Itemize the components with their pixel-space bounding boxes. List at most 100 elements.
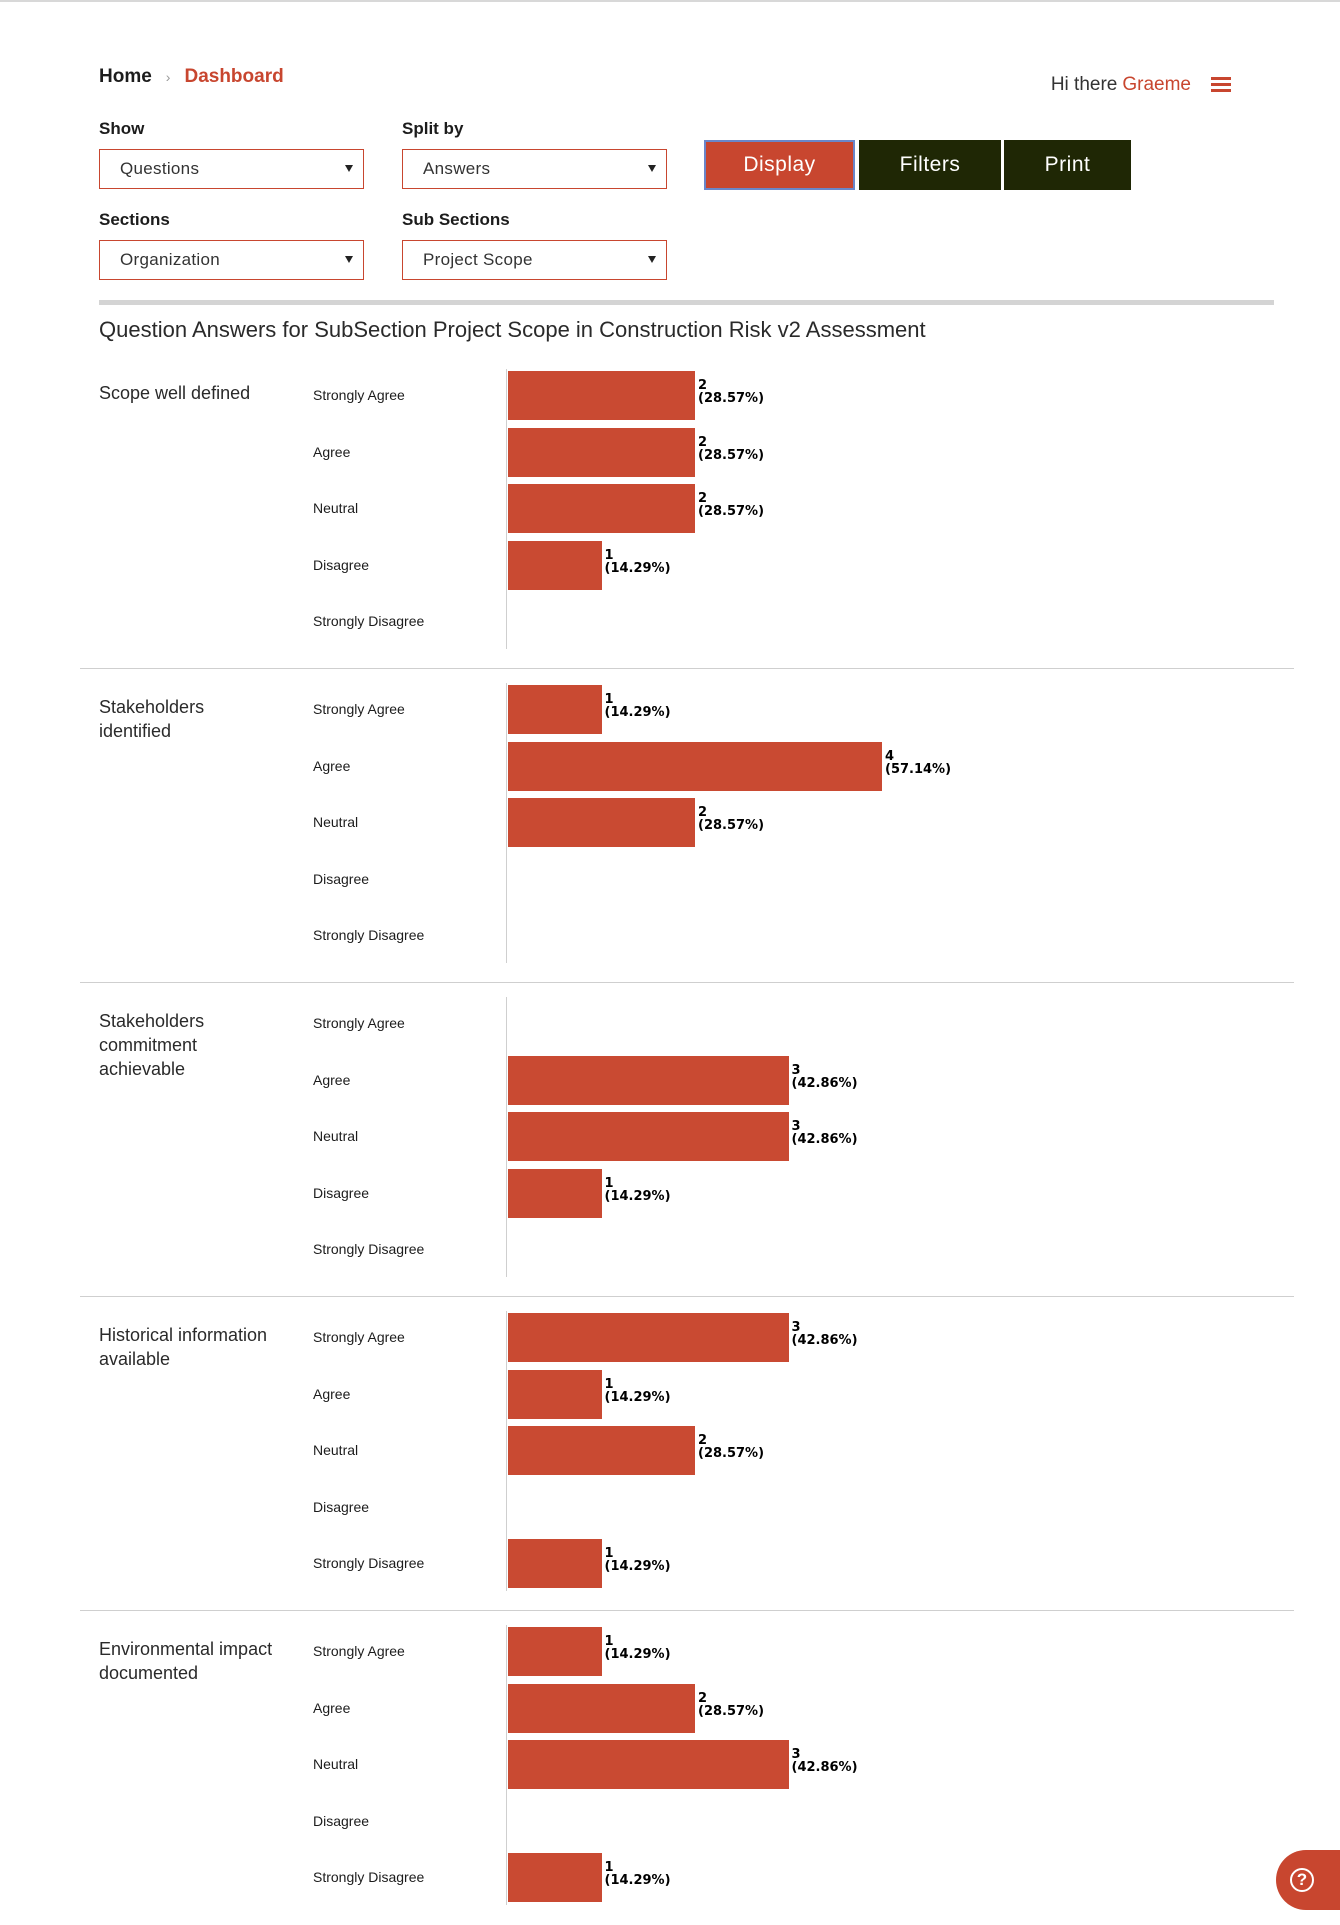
greeting-text: Hi there — [1050, 74, 1118, 95]
print-button[interactable]: Print — [1004, 140, 1131, 190]
bar-value-label: 3 (42.86%) — [792, 1748, 858, 1774]
answer-label: Agree — [313, 1071, 351, 1088]
question-mark-icon: ? — [1290, 1868, 1314, 1892]
show-select[interactable]: Questions — [99, 149, 364, 189]
bar-value-label: 1 (14.29%) — [605, 693, 671, 719]
bar-count: 1 — [604, 1634, 614, 1649]
question-chart: Stakeholders commitment achievable Strong… — [0, 983, 1340, 1297]
bar-percent: (42.86%) — [791, 1760, 858, 1775]
breadcrumb: Home › Dashboard — [99, 66, 284, 88]
answer-label: Neutral — [313, 814, 359, 830]
answer-bar — [508, 1313, 789, 1362]
show-select-value: Questions — [120, 159, 200, 178]
caret-down-icon — [648, 256, 656, 263]
bar-percent: (42.86%) — [791, 1333, 858, 1348]
answer-label: Strongly Disagree — [313, 1869, 425, 1885]
bar-percent: (57.14%) — [885, 761, 952, 777]
chart-axis — [506, 369, 507, 649]
bar-percent: (28.57%) — [698, 391, 765, 406]
answer-bar — [508, 1627, 602, 1676]
bar-count: 2 — [698, 1433, 708, 1448]
answer-label: Strongly Disagree — [313, 927, 425, 943]
bar-value-label: 3 (42.86%) — [792, 1120, 858, 1146]
answer-label: Strongly Agree — [313, 1329, 405, 1345]
bar-value-label: 1 (14.29%) — [605, 1547, 671, 1573]
answer-label: Strongly Agree — [313, 1015, 405, 1031]
bar-value-label: 2 (28.57%) — [698, 1434, 764, 1460]
sections-select[interactable]: Organization — [99, 240, 364, 280]
bar-count: 3 — [791, 1062, 801, 1078]
answer-bar — [508, 1426, 695, 1475]
report-title: Question Answers for SubSection Project … — [99, 317, 926, 342]
bar-count: 1 — [604, 1546, 614, 1561]
question-title: Scope well defined — [99, 383, 251, 403]
answer-label: Agree — [313, 443, 351, 460]
bar-value-label: 4 (57.14%) — [885, 750, 951, 776]
bar-count: 1 — [604, 547, 614, 563]
question-divider — [80, 1610, 1294, 1611]
hamburger-menu-icon[interactable] — [1211, 77, 1231, 93]
sections-label: Sections — [99, 210, 170, 229]
bar-value-label: 3 (42.86%) — [792, 1321, 858, 1347]
bar-value-label: 3 (42.86%) — [792, 1064, 858, 1090]
bar-percent: (14.29%) — [604, 1559, 671, 1574]
breadcrumb-dashboard-link[interactable]: Dashboard — [184, 66, 284, 87]
bar-value-label: 2 (28.57%) — [698, 379, 764, 405]
answer-bar — [508, 741, 882, 791]
chart-axis — [506, 1311, 507, 1591]
bar-percent: (14.29%) — [604, 560, 671, 576]
answer-label: Strongly Agree — [313, 1643, 405, 1659]
answer-bar — [508, 1168, 602, 1218]
top-border — [0, 0, 1340, 2]
answer-bar — [508, 540, 602, 590]
bar-value-label: 1 (14.29%) — [605, 1635, 671, 1661]
split-by-select[interactable]: Answers — [402, 149, 667, 189]
answer-bar — [508, 427, 695, 477]
bar-count: 1 — [604, 1175, 614, 1191]
bar-percent: (42.86%) — [791, 1075, 858, 1091]
answer-label: Strongly Disagree — [313, 1241, 425, 1257]
answer-bar — [508, 1055, 789, 1105]
question-divider — [80, 1296, 1294, 1297]
question-chart: Stakeholders identified Strongly Agree 1 (1… — [0, 669, 1340, 983]
answer-label: Disagree — [313, 870, 370, 887]
answer-bar — [508, 1683, 695, 1733]
split-by-label: Split by — [402, 119, 464, 138]
answer-label: Agree — [313, 757, 351, 774]
answer-label: Neutral — [313, 1128, 359, 1144]
bar-percent: (28.57%) — [698, 447, 765, 463]
answer-bar — [508, 685, 602, 734]
bar-value-label: 1 (14.29%) — [605, 1861, 671, 1887]
sections-select-value: Organization — [120, 250, 220, 269]
question-divider — [80, 668, 1294, 669]
answer-label: Agree — [313, 1385, 351, 1402]
answer-bar — [508, 1740, 789, 1789]
question-title: Stakeholders commitment achievable — [99, 1011, 205, 1079]
question-divider — [80, 982, 1294, 983]
bar-value-label: 2 (28.57%) — [698, 806, 764, 832]
bar-count: 2 — [698, 491, 708, 506]
sub-sections-select[interactable]: Project Scope — [402, 240, 667, 280]
split-by-select-value: Answers — [423, 159, 491, 178]
bar-count: 2 — [698, 805, 708, 820]
question-title: Environmental impact documented — [99, 1639, 273, 1683]
question-title: Historical information available — [99, 1325, 268, 1369]
help-button[interactable]: ? — [1276, 1850, 1340, 1910]
caret-down-icon — [648, 165, 656, 172]
answer-label: Strongly Disagree — [313, 613, 425, 629]
breadcrumb-home-link[interactable]: Home — [99, 66, 152, 87]
answer-bar — [508, 1112, 789, 1161]
bar-percent: (14.29%) — [604, 1188, 671, 1204]
bar-value-label: 1 (14.29%) — [605, 1378, 671, 1404]
answer-label: Strongly Agree — [313, 701, 405, 717]
bar-count: 1 — [604, 692, 614, 707]
question-chart: Environmental impact documented Strongly … — [0, 1611, 1340, 1925]
answer-label: Neutral — [313, 500, 359, 516]
answer-bar — [508, 484, 695, 533]
bar-count: 4 — [885, 748, 895, 764]
filters-button[interactable]: Filters — [859, 140, 1001, 190]
display-button[interactable]: Display — [704, 140, 855, 190]
question-chart: Scope well defined Strongly Agree 2 (28.57%… — [0, 355, 1340, 669]
answer-label: Neutral — [313, 1756, 359, 1772]
answer-bar — [508, 1369, 602, 1419]
